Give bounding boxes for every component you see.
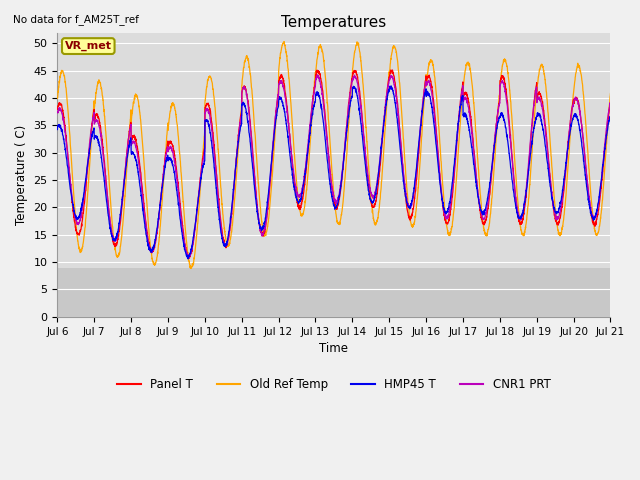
Text: No data for f_AM25T_ref: No data for f_AM25T_ref — [13, 14, 139, 25]
X-axis label: Time: Time — [319, 342, 348, 355]
Legend: Panel T, Old Ref Temp, HMP45 T, CNR1 PRT: Panel T, Old Ref Temp, HMP45 T, CNR1 PRT — [113, 374, 556, 396]
Bar — [58, 268, 611, 317]
Y-axis label: Temperature ( C): Temperature ( C) — [15, 125, 28, 225]
Text: VR_met: VR_met — [65, 41, 112, 51]
Title: Temperatures: Temperatures — [282, 15, 387, 30]
